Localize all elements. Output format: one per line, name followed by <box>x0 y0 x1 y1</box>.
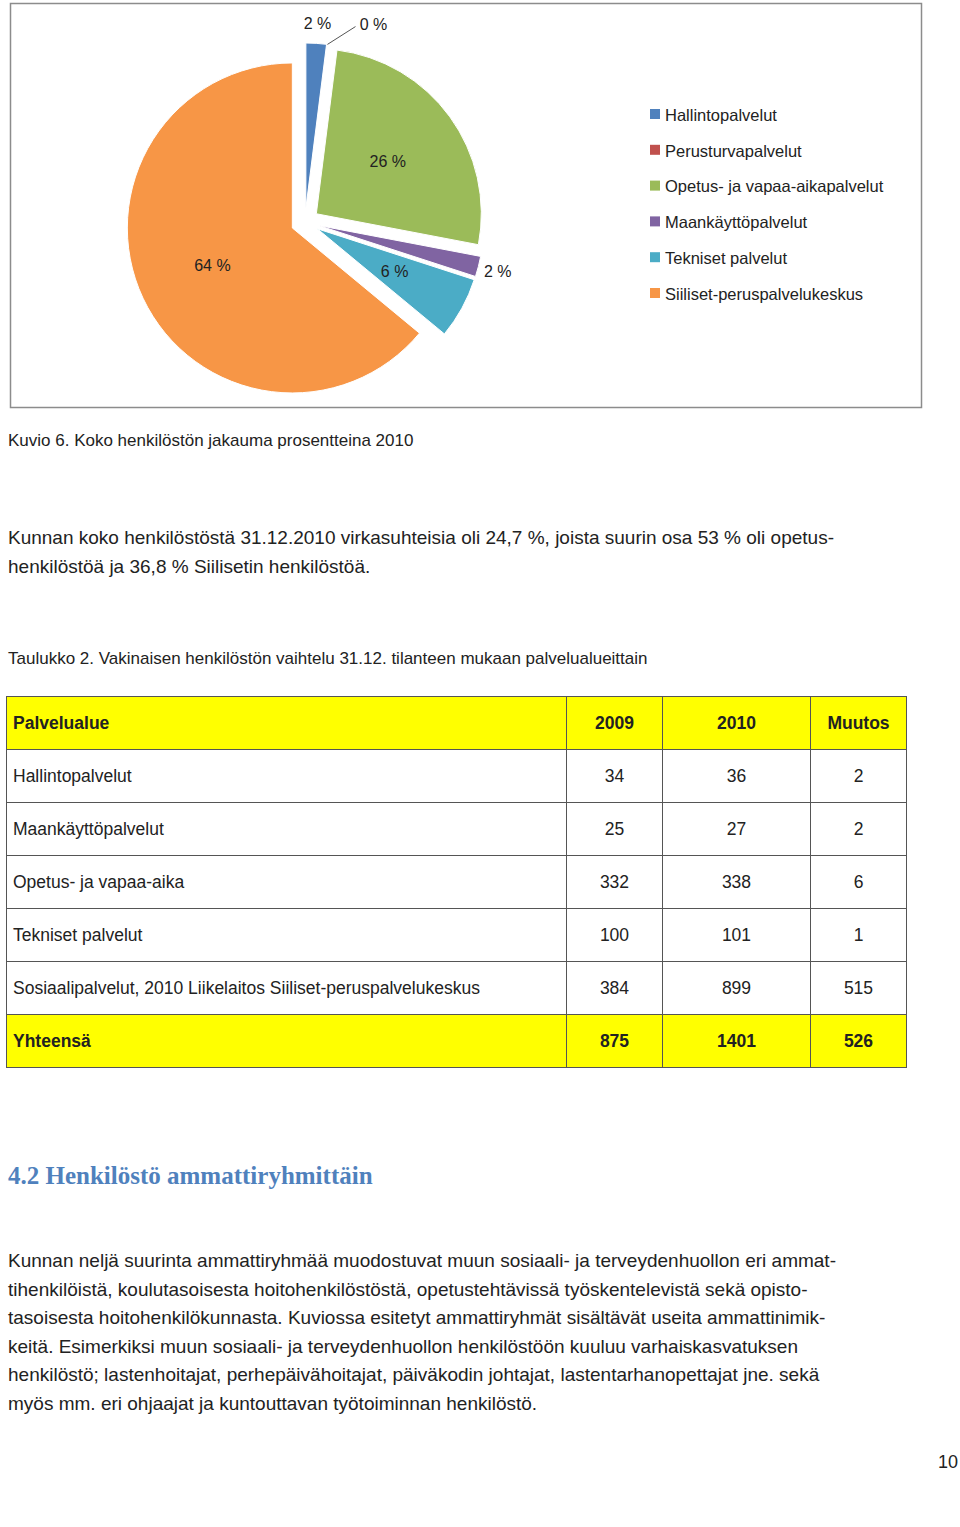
html-text:henkilöstöä ja 36,8 % Siiliset: henkilöstöä ja 36,8 % Siilisetin henkilö… <box>8 555 371 577</box>
html-text:384: 384 <box>599 977 630 998</box>
svg-text:Maankäyttöpalvelut: Maankäyttöpalvelut <box>665 213 808 231</box>
svg-text:Perusturvapalvelut: Perusturvapalvelut <box>665 142 802 160</box>
html-text:Kunnan neljä suurinta ammattir: Kunnan neljä suurinta ammattiryhmää muod… <box>8 1250 836 1271</box>
html-text:526: 526 <box>843 1030 874 1051</box>
html-text:34: 34 <box>604 765 625 786</box>
html-text:101: 101 <box>721 924 752 945</box>
html-text:Sosiaalipalvelut, 2010 Liikela: Sosiaalipalvelut, 2010 Liikelaitos Siili… <box>13 977 480 998</box>
html-text:4.2 Henkilöstö ammattiryhmittä: 4.2 Henkilöstö ammattiryhmittäin <box>8 1162 373 1189</box>
svg-text:64 %: 64 % <box>194 257 230 274</box>
svg-text:Hallintopalvelut: Hallintopalvelut <box>665 106 777 124</box>
html-text:tasoisesta hoitohenkilökunnast: tasoisesta hoitohenkilökunnasta. Kuvioss… <box>8 1307 826 1329</box>
html-text:Hallintopalvelut: Hallintopalvelut <box>13 765 132 786</box>
svg-text:Opetus- ja vapaa-aikapalvelut: Opetus- ja vapaa-aikapalvelut <box>665 177 884 195</box>
html-text:myös mm. eri ohjaajat ja kunto: myös mm. eri ohjaajat ja kuntouttavan ty… <box>8 1393 538 1414</box>
html-text:tihenkilöistä, koulutasoisesta: tihenkilöistä, koulutasoisesta hoitohenk… <box>8 1278 808 1300</box>
svg-text:0 %: 0 % <box>360 16 388 33</box>
html-text:henkilöstö; lastenhoitajat, pe: henkilöstö; lastenhoitajat, perhepäiväho… <box>8 1364 820 1386</box>
html-text:10: 10 <box>938 1452 958 1472</box>
html-text:1401: 1401 <box>717 1030 756 1051</box>
html-text:Opetus- ja vapaa-aika: Opetus- ja vapaa-aika <box>13 871 185 892</box>
html-text:Palvelualue: Palvelualue <box>13 712 110 733</box>
html-text:Yhteensä: Yhteensä <box>13 1030 91 1051</box>
html-text:100: 100 <box>599 924 630 945</box>
html-text:27: 27 <box>726 818 747 839</box>
html-text:6: 6 <box>853 871 864 892</box>
html-text:332: 332 <box>599 871 630 892</box>
svg-text:2 %: 2 % <box>304 15 332 32</box>
html-text:25: 25 <box>604 818 625 839</box>
svg-text:26 %: 26 % <box>370 153 406 170</box>
html-text:36: 36 <box>726 765 747 786</box>
html-text:2010: 2010 <box>717 712 756 733</box>
html-text:2: 2 <box>853 818 864 839</box>
html-text:1: 1 <box>853 924 864 945</box>
html-text:Muutos: Muutos <box>827 712 890 733</box>
html-text:899: 899 <box>721 977 752 998</box>
svg-text:2 %: 2 % <box>484 263 512 280</box>
html-text:875: 875 <box>599 1030 630 1051</box>
svg-text:6 %: 6 % <box>381 263 409 280</box>
html-text:Maankäyttöpalvelut: Maankäyttöpalvelut <box>13 818 164 839</box>
html-text:Taulukko 2. Vakinaisen henkilö: Taulukko 2. Vakinaisen henkilöstön vaiht… <box>8 649 648 668</box>
html-text:keitä. Esimerkiksi muun sosiaa: keitä. Esimerkiksi muun sosiaali- ja ter… <box>8 1335 798 1357</box>
html-text:515: 515 <box>843 977 874 998</box>
html-text:Kunnan koko henkilöstöstä 31.1: Kunnan koko henkilöstöstä 31.12.2010 vir… <box>8 527 834 548</box>
html-text:Kuvio 6. Koko henkilöstön jaka: Kuvio 6. Koko henkilöstön jakauma prosen… <box>8 431 414 450</box>
html-text:338: 338 <box>721 871 752 892</box>
html-text:2009: 2009 <box>595 712 634 733</box>
html-text:Tekniset palvelut: Tekniset palvelut <box>13 924 143 945</box>
svg-text:Siiliset-peruspalvelukeskus: Siiliset-peruspalvelukeskus <box>665 285 863 303</box>
svg-text:Tekniset palvelut: Tekniset palvelut <box>665 249 787 267</box>
html-text:2: 2 <box>853 765 864 786</box>
